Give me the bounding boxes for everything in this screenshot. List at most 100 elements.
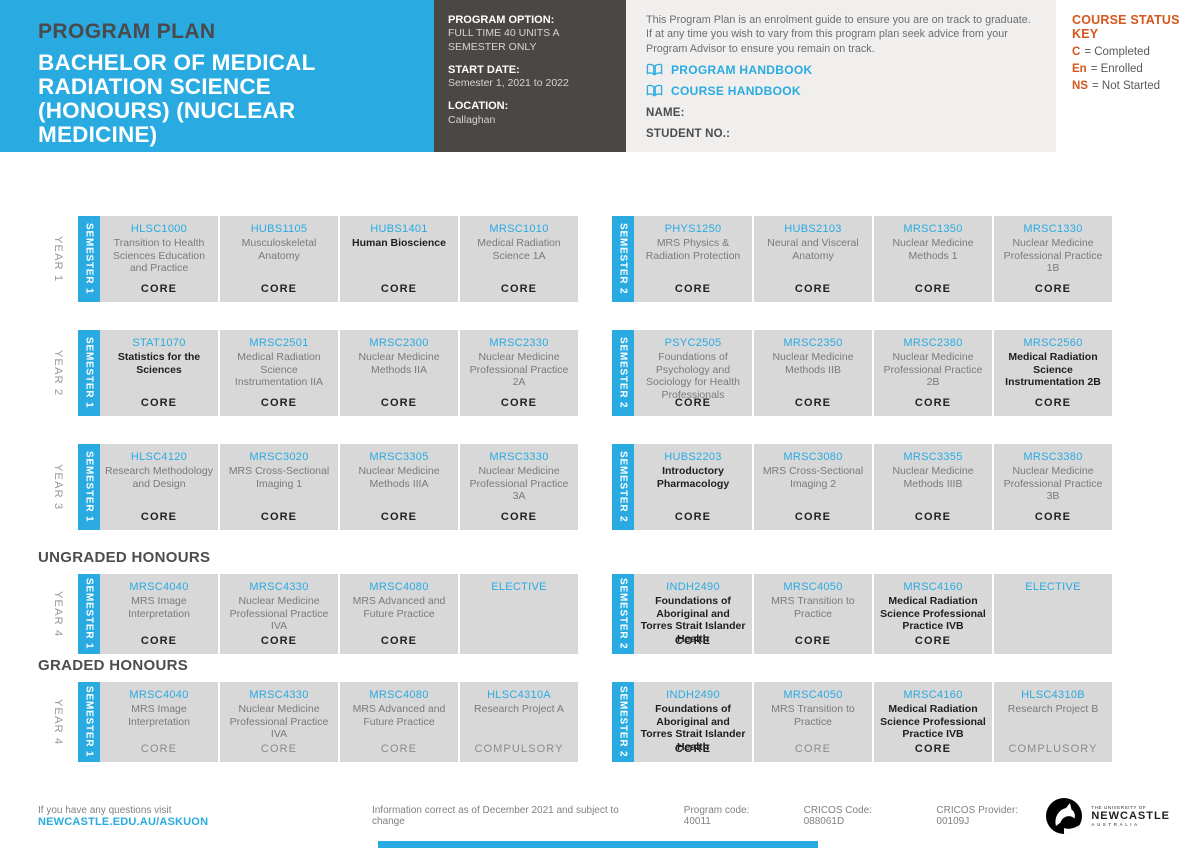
course-title: Nuclear Medicine Professional Practice I… <box>229 703 329 741</box>
year-column: YEAR 4 <box>38 574 78 654</box>
course-status: CORE <box>140 635 178 647</box>
course-cell: MRSC2300 Nuclear Medicine Methods IIA CORE <box>340 330 458 416</box>
course-title: Transition to Health Sciences Education … <box>112 237 206 275</box>
year-label: YEAR 2 <box>52 349 64 397</box>
course-code: MRSC2501 <box>249 337 309 349</box>
course-status: CORE <box>914 397 952 409</box>
course-title: Research Project A <box>474 703 564 715</box>
course-cell: MRSC2560 Medical Radiation Science Instru… <box>994 330 1112 416</box>
program-handbook-link[interactable]: PROGRAM HANDBOOK <box>646 63 1034 77</box>
questions-text: If you have any questions visit NEWCASTL… <box>38 805 320 828</box>
status-key-title: COURSE STATUS KEY <box>1072 13 1180 41</box>
course-cell: PHYS1250 MRS Physics & Radiation Protecti… <box>634 216 752 302</box>
semester-bar: SEMESTER 2 <box>612 682 634 762</box>
course-title: Nuclear Medicine Methods IIIB <box>892 465 974 490</box>
course-status: CORE <box>1034 283 1072 295</box>
course-status: CORE <box>380 635 418 647</box>
course-title: Foundations of Psychology and Sociology … <box>646 351 740 401</box>
course-cell: HLSC4310A Research Project A COMPULSORY <box>460 682 578 762</box>
year-row: YEAR 3 SEMESTER 1 HLSC4120 Research Methodo… <box>38 444 1162 530</box>
course-title: Research Project B <box>1007 703 1099 715</box>
course-title: Foundations of Aboriginal and Torres Str… <box>640 703 746 753</box>
title-panel: PROGRAM PLAN BACHELOR OF MEDICAL RADIATI… <box>0 0 434 152</box>
course-title: Introductory Pharmacology <box>656 465 730 490</box>
course-code: HLSC1000 <box>130 223 188 235</box>
status-code-not-started: NS <box>1072 80 1088 92</box>
course-title: Neural and Visceral Anatomy <box>767 237 859 262</box>
page-header: PROGRAM PLAN BACHELOR OF MEDICAL RADIATI… <box>0 0 1200 152</box>
course-status: CORE <box>140 283 178 295</box>
course-title: Nuclear Medicine Professional Practice I… <box>229 595 329 633</box>
course-cell: HUBS1105 Musculoskeletal Anatomy CORE <box>220 216 338 302</box>
course-title: Research Methodology and Design <box>105 465 213 490</box>
course-code: MRSC1330 <box>1023 223 1083 235</box>
course-cell: PSYC2505 Foundations of Psychology and So… <box>634 330 752 416</box>
course-handbook-link[interactable]: COURSE HANDBOOK <box>646 84 1034 98</box>
course-status: COMPLUSORY <box>1008 743 1098 755</box>
course-cell: MRSC1350 Nuclear Medicine Methods 1 CORE <box>874 216 992 302</box>
course-cell: MRSC2380 Nuclear Medicine Professional Pr… <box>874 330 992 416</box>
course-code: MRSC1010 <box>489 223 549 235</box>
course-title: Nuclear Medicine Professional Practice 1… <box>1003 237 1103 275</box>
semester-block: SEMESTER 1 STAT1070 Statistics for the Sci… <box>78 330 578 416</box>
guide-panel: This Program Plan is an enrolment guide … <box>626 0 1056 152</box>
semester-bar: SEMESTER 1 <box>78 330 100 416</box>
course-cell: STAT1070 Statistics for the Sciences CORE <box>100 330 218 416</box>
course-title: Medical Radiation Science Professional P… <box>880 595 986 633</box>
location-value: Callaghan <box>448 113 496 126</box>
course-cell: MRSC3380 Nuclear Medicine Professional Pr… <box>994 444 1112 530</box>
course-cell: MRSC4330 Nuclear Medicine Professional Pr… <box>220 574 338 654</box>
semester-block: SEMESTER 1 MRSC4040 MRS Image Interpretati… <box>78 682 578 762</box>
course-code: HLSC4310A <box>487 689 551 701</box>
course-status: COMPULSORY <box>474 743 564 755</box>
course-cell: MRSC4040 MRS Image Interpretation CORE <box>100 682 218 762</box>
course-status: CORE <box>674 511 712 523</box>
course-cell: MRSC3080 MRS Cross-Sectional Imaging 2 COR… <box>754 444 872 530</box>
course-status: CORE <box>674 397 712 409</box>
course-code: HLSC4310B <box>1021 689 1085 701</box>
course-status: CORE <box>914 635 952 647</box>
status-key-item: C = Completed <box>1072 46 1196 58</box>
year-column: YEAR 3 <box>38 444 78 530</box>
semester-bar: SEMESTER 1 <box>78 216 100 302</box>
course-title: Foundations of Aboriginal and Torres Str… <box>640 595 746 645</box>
course-code: MRSC2350 <box>783 337 843 349</box>
course-code: MRSC4080 <box>369 689 429 701</box>
course-code: HUBS1401 <box>370 223 428 235</box>
course-cell: MRSC2350 Nuclear Medicine Methods IIB CORE <box>754 330 872 416</box>
course-status: CORE <box>380 511 418 523</box>
year-label: YEAR 3 <box>52 463 64 511</box>
askuon-link[interactable]: NEWCASTLE.EDU.AU/ASKUON <box>38 815 209 828</box>
program-details-panel: PROGRAM OPTION: FULL TIME 40 UNITS A SEM… <box>434 0 626 152</box>
course-status: CORE <box>1034 511 1072 523</box>
semester-bar: SEMESTER 1 <box>78 444 100 530</box>
logo-line-1: THE UNIVERSITY OF <box>1091 804 1147 810</box>
course-cell: MRSC4080 MRS Advanced and Future Practice… <box>340 682 458 762</box>
year-row: YEAR 4 SEMESTER 1 MRSC4040 MRS Image Interp… <box>38 682 1162 762</box>
logo-wordmark: THE UNIVERSITY OF NEWCASTLE AUSTRALIA <box>1091 805 1170 828</box>
course-cell: MRSC4160 Medical Radiation Science Profes… <box>874 574 992 654</box>
course-cell: HLSC4310B Research Project B COMPLUSORY <box>994 682 1112 762</box>
university-logo: THE UNIVERSITY OF NEWCASTLE AUSTRALIA <box>1044 796 1170 836</box>
status-meaning: = Enrolled <box>1090 63 1143 75</box>
open-book-icon <box>646 64 663 77</box>
course-status: CORE <box>260 743 298 755</box>
semester-bar: SEMESTER 2 <box>612 444 634 530</box>
course-title: Nuclear Medicine Methods IIA <box>358 351 440 376</box>
year-label: YEAR 1 <box>52 235 64 283</box>
course-cells: HLSC4120 Research Methodology and Design C… <box>100 444 578 530</box>
course-code: MRSC2330 <box>489 337 549 349</box>
semester-block: SEMESTER 1 MRSC4040 MRS Image Interpretati… <box>78 574 578 654</box>
course-cells: MRSC4040 MRS Image Interpretation CORE MRSC… <box>100 682 578 762</box>
course-status: CORE <box>260 635 298 647</box>
course-code: MRSC3020 <box>249 451 309 463</box>
course-status-key: COURSE STATUS KEY C = Completed En = Enrol… <box>1056 0 1200 152</box>
location-label: LOCATION: <box>448 100 509 113</box>
course-status: CORE <box>914 743 952 755</box>
year-label: YEAR 4 <box>52 698 64 746</box>
course-cell: MRSC4040 MRS Image Interpretation CORE <box>100 574 218 654</box>
logo-line-3: AUSTRALIA <box>1091 822 1140 828</box>
course-code: MRSC3305 <box>369 451 429 463</box>
course-cell: INDH2490 Foundations of Aboriginal and To… <box>634 574 752 654</box>
course-cell: MRSC1010 Medical Radiation Science 1A CORE <box>460 216 578 302</box>
